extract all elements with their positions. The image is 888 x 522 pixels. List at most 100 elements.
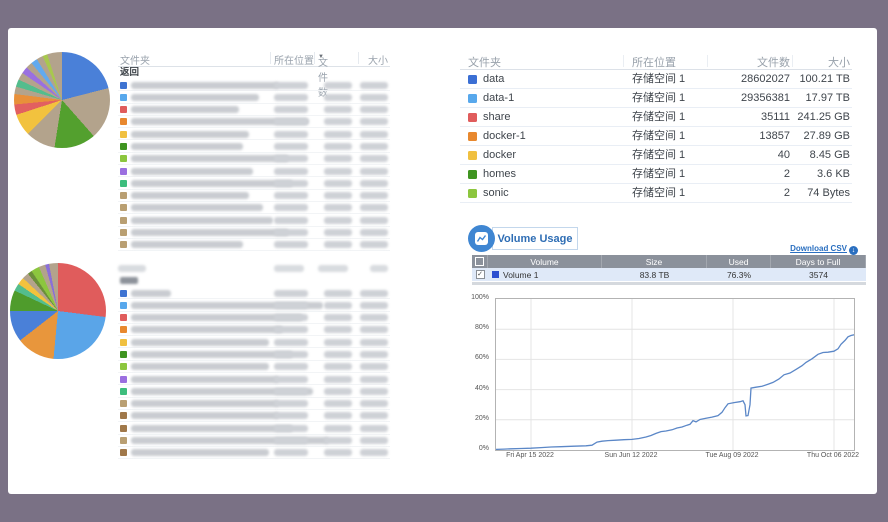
folder-row-redacted[interactable]: [118, 140, 390, 153]
back-link[interactable]: 返回: [120, 67, 140, 78]
y-tick-label: 20%: [474, 414, 489, 422]
folder-color-icon: [468, 151, 477, 160]
column-header-folder[interactable]: 文件夹: [468, 57, 501, 69]
folder-row-redacted[interactable]: [118, 128, 390, 141]
folder-row-redacted[interactable]: [118, 410, 390, 423]
column-header-location[interactable]: 所在位置: [632, 57, 676, 69]
select-all-cell[interactable]: [472, 255, 488, 268]
folder-row-redacted[interactable]: [118, 214, 390, 227]
folder-row-redacted[interactable]: [118, 373, 390, 386]
folder-row-redacted[interactable]: [118, 361, 390, 374]
column-header-location[interactable]: 所在位置: [274, 56, 314, 67]
folder-row-redacted[interactable]: [118, 177, 390, 190]
folder-row-redacted[interactable]: [118, 385, 390, 398]
folder-row-share[interactable]: share 存储空间 1 35111 241.25 GB: [460, 108, 852, 127]
volume-usage-icon: [468, 225, 495, 252]
folder-row-redacted[interactable]: [118, 91, 390, 104]
folder-row-redacted[interactable]: [118, 299, 390, 312]
folder-row-redacted[interactable]: [118, 348, 390, 361]
folder-row-redacted[interactable]: [118, 435, 390, 447]
folder-row-homes[interactable]: homes 存储空间 1 2 3.6 KB: [460, 165, 852, 184]
folder-row-redacted[interactable]: [118, 190, 390, 202]
folder-name: sonic: [483, 187, 509, 199]
folder-color-icon: [120, 192, 127, 200]
column-header-volume[interactable]: Volume: [488, 255, 602, 268]
redacted-count: [324, 350, 352, 358]
folder-row-redacted[interactable]: [118, 422, 390, 435]
folder-color-icon: [120, 363, 127, 371]
redacted-location: [274, 167, 308, 175]
folder-color-icon: [120, 289, 127, 297]
folder-row-docker[interactable]: docker 存储空间 1 40 8.45 GB: [460, 146, 852, 165]
redacted-count: [324, 167, 352, 175]
x-tick-label: Tue Aug 09 2022: [705, 452, 759, 459]
folder-row-data-1[interactable]: data-1 存储空间 1 29356381 17.97 TB: [460, 89, 852, 108]
folder-row-redacted[interactable]: [118, 227, 390, 239]
folder-row-redacted[interactable]: [118, 165, 390, 178]
x-tick-label: Fri Apr 15 2022: [506, 452, 554, 459]
redacted-count: [324, 387, 352, 395]
redacted-folder-name: [131, 449, 269, 457]
folder-row-sonic[interactable]: sonic 存储空间 1 2 74 Bytes: [460, 184, 852, 203]
folder-row-data[interactable]: data 存储空间 1 28602027 100.21 TB: [460, 70, 852, 89]
folder-row-redacted[interactable]: [118, 116, 390, 129]
redacted-text: [120, 277, 138, 284]
redacted-size: [360, 93, 388, 101]
download-icon[interactable]: ↓: [849, 246, 858, 255]
checkbox-unchecked-icon[interactable]: [475, 257, 484, 266]
tab-volume-usage[interactable]: Volume Usage: [492, 227, 578, 250]
series-legend-swatch: [492, 271, 499, 278]
folder-color-icon: [468, 170, 477, 179]
folder-file-count: 2: [783, 168, 790, 180]
folder-row-redacted[interactable]: [118, 324, 390, 337]
folder-row-redacted[interactable]: [118, 312, 390, 324]
redacted-location: [274, 301, 308, 309]
folder-file-count: 35111: [761, 111, 790, 123]
folder-color-icon: [120, 229, 127, 237]
redacted-size: [360, 412, 388, 420]
folder-row-redacted[interactable]: [118, 398, 390, 410]
redacted-folder-name: [131, 338, 269, 346]
folder-row-redacted[interactable]: [118, 202, 390, 215]
column-header-size[interactable]: Size: [602, 255, 707, 268]
folder-file-count: 40: [777, 149, 790, 161]
y-tick-label: 100%: [471, 294, 489, 301]
folder-row-redacted[interactable]: [118, 153, 390, 166]
redacted-location: [274, 241, 308, 249]
folder-row-redacted[interactable]: [118, 79, 390, 92]
redacted-location: [274, 106, 308, 114]
folder-color-icon: [468, 75, 477, 84]
folder-color-icon: [120, 106, 127, 114]
column-header-count[interactable]: 文件数: [757, 57, 790, 69]
redacted-header: [274, 265, 304, 272]
column-divider: [792, 55, 793, 67]
folder-row-docker-1[interactable]: docker-1 存储空间 1 13857 27.89 GB: [460, 127, 852, 146]
folder-location: 存储空间 1: [632, 149, 686, 161]
folder-color-icon: [120, 155, 127, 163]
folder-row-redacted[interactable]: [118, 336, 390, 349]
volume-row[interactable]: ✓ Volume 1 83.8 TB 76.3% 3574: [472, 268, 866, 281]
folder-location: 存储空间 1: [632, 168, 686, 180]
column-header-folder[interactable]: 文件夹: [120, 56, 150, 67]
download-csv-link[interactable]: Download CSV: [790, 244, 847, 253]
column-header-used[interactable]: Used: [707, 255, 771, 268]
checkbox-checked-icon[interactable]: ✓: [475, 270, 485, 279]
column-header-size[interactable]: 大小: [828, 57, 850, 69]
back-link-redacted[interactable]: [118, 275, 390, 287]
redacted-location: [274, 216, 308, 224]
folder-color-icon: [120, 437, 127, 445]
redacted-size: [360, 118, 388, 126]
redacted-count: [324, 130, 352, 138]
folder-color-icon: [120, 375, 127, 383]
folder-row-redacted[interactable]: [118, 104, 390, 116]
folder-row-redacted[interactable]: [118, 447, 390, 460]
redacted-folder-name: [131, 81, 279, 89]
folder-row-redacted[interactable]: [118, 287, 390, 300]
redacted-folder-name: [131, 179, 293, 187]
table-header: 文件夹 所在位置 文件数 大小: [460, 53, 852, 70]
column-header-days-to-full[interactable]: Days to Full: [771, 255, 866, 268]
redacted-folder-name: [131, 192, 249, 200]
redacted-count: [324, 326, 352, 334]
folder-row-redacted[interactable]: [118, 239, 390, 252]
column-header-size[interactable]: 大小: [368, 56, 388, 67]
